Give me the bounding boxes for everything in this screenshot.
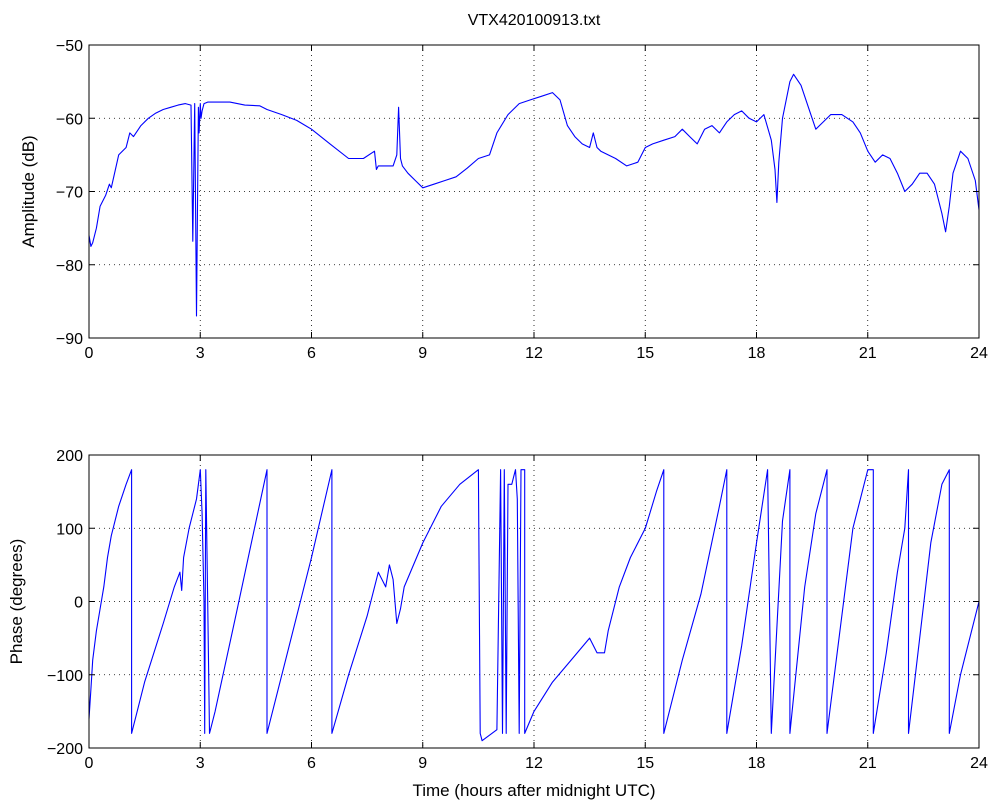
phase-xtick-label: 21 (859, 755, 877, 772)
phase-xtick-label: 12 (525, 755, 543, 772)
amplitude-series-line (88, 73, 980, 317)
phase-ytick-label: 200 (56, 448, 83, 465)
phase-xtick-label: 0 (85, 755, 94, 772)
amplitude-ytick-label: −60 (56, 111, 83, 128)
phase-ytick-label: 100 (56, 521, 83, 538)
amplitude-xtick-label: 24 (970, 345, 988, 362)
phase-xtick-label: 3 (196, 755, 205, 772)
amplitude-xtick-label: 6 (307, 345, 316, 362)
phase-x-axis-label: Time (hours after midnight UTC) (412, 781, 655, 800)
phase-xtick-label: 24 (970, 755, 988, 772)
phase-ytick-label: 0 (74, 595, 83, 612)
amplitude-ytick-label: −50 (56, 38, 83, 55)
amplitude-xtick-label: 15 (636, 345, 654, 362)
amplitude-xtick-label: 3 (196, 345, 205, 362)
phase-y-axis-label: Phase (degrees) (7, 539, 26, 665)
phase-xtick-label: 18 (748, 755, 766, 772)
phase-ytick-label: −100 (47, 668, 83, 685)
amplitude-chart-title: VTX420100913.txt (468, 12, 601, 29)
phase-series-line (88, 469, 980, 742)
amplitude-xtick-label: 0 (85, 345, 94, 362)
phase-panel: 0 3 6 9 12 15 18 21 24 −200 −100 0 100 200 Time (hours… (7, 448, 988, 800)
amplitude-ytick-label: −80 (56, 258, 83, 275)
phase-xtick-label: 6 (307, 755, 316, 772)
amplitude-xtick-label: 9 (418, 345, 427, 362)
amplitude-xtick-label: 21 (859, 345, 877, 362)
amplitude-xtick-label: 12 (525, 345, 543, 362)
phase-xtick-label: 9 (418, 755, 427, 772)
phase-ytick-label: −200 (47, 741, 83, 758)
amplitude-ytick-label: −90 (56, 331, 83, 348)
phase-xtick-label: 15 (636, 755, 654, 772)
amplitude-panel: 0 3 6 9 12 15 18 21 24 −90 −80 −70 −60 −50 VTX42010091… (19, 12, 988, 362)
amplitude-y-axis-label: Amplitude (dB) (19, 135, 38, 247)
amplitude-ytick-label: −70 (56, 185, 83, 202)
amplitude-xtick-label: 18 (748, 345, 766, 362)
